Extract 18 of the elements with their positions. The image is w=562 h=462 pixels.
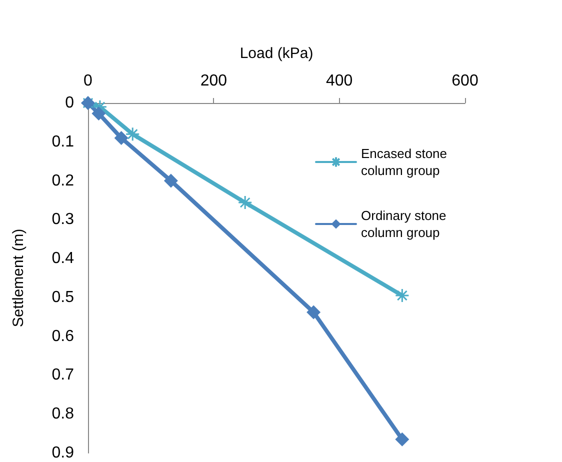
x-tick-label: 600 [452, 72, 478, 90]
y-tick-label: 0.5 [52, 288, 74, 306]
y-axis-title: Settlement (m) [10, 228, 27, 328]
y-tick-label: 0.4 [52, 250, 74, 268]
legend-label: Ordinary stone column group [361, 208, 450, 240]
y-tick-label: 0.1 [52, 133, 74, 150]
y-tick-label: 0.9 [52, 444, 74, 462]
y-tick-label: 0.2 [52, 172, 74, 190]
y-tick-label: 0.6 [52, 328, 74, 345]
y-tick-label: 0.7 [52, 366, 74, 384]
y-tick-label: 0.8 [52, 406, 74, 423]
x-tick-label: 400 [326, 72, 353, 90]
x-tick-label: 200 [200, 72, 228, 90]
y-tick-label: 0 [65, 94, 74, 112]
y-tick-label: 0.3 [52, 211, 74, 228]
x-tick-label: 0 [84, 72, 93, 90]
x-axis-title: Load (kPa) [240, 45, 314, 62]
legend-label: Encased stone column group [361, 146, 451, 178]
